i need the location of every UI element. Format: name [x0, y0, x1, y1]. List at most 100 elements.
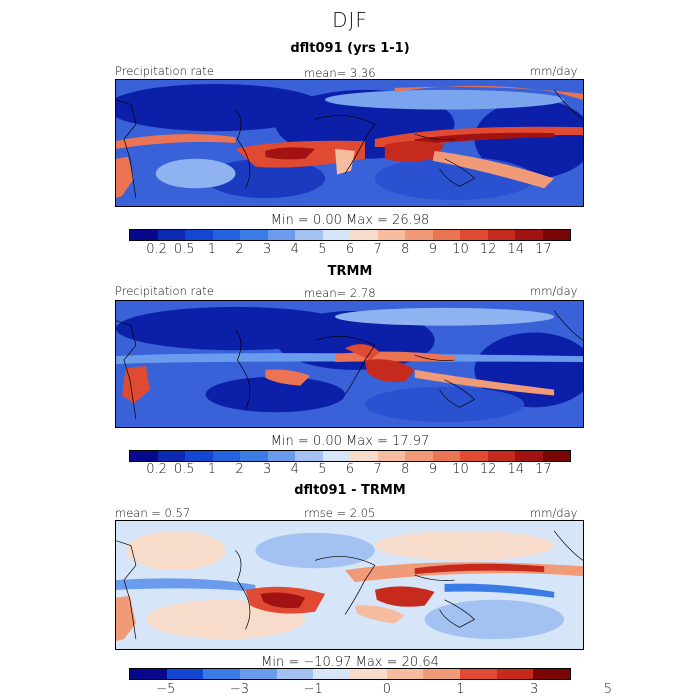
panel-2-colorbar-swatch: [405, 451, 433, 461]
panel-1-title: dflt091 (yrs 1-1): [290, 41, 410, 56]
panel-2-map: [115, 300, 584, 428]
panel-1-colorbar-swatch: [350, 230, 378, 240]
panel-1-colorbar-swatch: [157, 230, 185, 240]
panel-1-colorbar-tick-label: 1: [207, 242, 217, 257]
panel-1-colorbar-tick-label: 10: [452, 242, 469, 257]
panel-1-units-label: mm/day: [530, 64, 578, 78]
panel-2-colorbar-swatch: [295, 451, 323, 461]
panel-1-colorbar-swatch: [295, 230, 323, 240]
panel-3-colorbar-swatch: [276, 669, 314, 679]
panel-2-colorbar-swatch: [185, 451, 213, 461]
panel-2-colorbar-ticks: 0.2 0.5 1 2 3 4 5 6 7 8 9 10 12 14 17: [129, 462, 571, 478]
panel-2-colorbar-swatch: [542, 451, 570, 461]
panel-3-colorbar-tick-label: 1: [456, 682, 465, 697]
panel-2-colorbar-tick-label: 1: [207, 462, 217, 477]
panel-3-colorbar-swatch: [386, 669, 424, 679]
panel-1-colorbar-tick-label: 17: [535, 242, 552, 257]
panel-2-colorbar-swatch: [212, 451, 240, 461]
panel-2-colorbar-swatch: [130, 451, 158, 461]
panel-2-colorbar-swatch: [487, 451, 515, 461]
panel-3-colorbar-tick-label: −1: [303, 682, 323, 697]
panel-2-colorbar-swatch: [460, 451, 488, 461]
panel-3-colorbar-swatch: [533, 669, 571, 679]
panel-3-colorbar-tick-label: 5: [603, 682, 612, 697]
panel-1-colorbar-tick-label: 12: [479, 242, 497, 257]
panel-1-variable-label: Precipitation rate: [115, 64, 214, 78]
panel-3-colorbar-swatch: [203, 669, 241, 679]
panel-3-colorbar-swatch: [496, 669, 534, 679]
panel-1-colorbar-swatch: [515, 230, 543, 240]
panel-2-colorbar-swatch: [350, 451, 378, 461]
panel-3-min-max: Min = −10.97 Max = 20.64: [261, 655, 439, 670]
panel-1-min-max: Min = 0.00 Max = 26.98: [270, 213, 430, 228]
panel-1-mean-label: mean= 3.36: [304, 66, 376, 80]
panel-1-colorbar-tick-label: 8: [401, 242, 410, 257]
panel-2-colorbar-tick-label: 0.2: [146, 462, 167, 477]
panel-1-colorbar-swatch: [212, 230, 240, 240]
panel-2-colorbar-tick-label: 4: [290, 462, 299, 477]
panel-3-colorbar-swatch: [313, 669, 351, 679]
panel-1-colorbar-swatch: [487, 230, 515, 240]
panel-2-colorbar-tick-label: 17: [535, 462, 552, 477]
panel-2-colorbar-tick-label: 9: [428, 462, 438, 477]
panel-1-colorbar-tick-label: 0.2: [146, 242, 167, 257]
panel-2-title: TRMM: [327, 264, 373, 279]
panel-2-colorbar-tick-label: 8: [401, 462, 410, 477]
panel-2-colorbar-tick-label: 2: [235, 462, 244, 477]
panel-3-colorbar-tick-label: −3: [229, 682, 250, 697]
panel-2-colorbar-tick-label: 7: [373, 462, 382, 477]
panel-3-colorbar-swatch: [240, 669, 277, 679]
panel-1-colorbar-swatch: [322, 230, 350, 240]
panel-1-colorbar-swatch: [542, 230, 570, 240]
panel-3-colorbar-ticks: −5 −3 −1 0 1 3 5: [129, 682, 612, 698]
panel-2-colorbar-tick-label: 14: [507, 462, 525, 477]
panel-1-colorbar-tick-label: 4: [290, 242, 299, 257]
panel-2-variable-label: Precipitation rate: [115, 284, 214, 298]
panel-2-mean-label: mean= 2.78: [304, 286, 376, 300]
figure-title: DJF: [332, 8, 368, 32]
panel-2-colorbar-swatch: [157, 451, 185, 461]
panel-2-colorbar-tick-label: 6: [345, 462, 355, 477]
panel-1-map-svg: [116, 80, 583, 206]
panel-3-units-label: mm/day: [530, 506, 578, 520]
panel-2-colorbar: [129, 450, 571, 462]
panel-3-colorbar-swatch: [460, 669, 497, 679]
panel-2-colorbar-tick-label: 3: [262, 462, 272, 477]
panel-1-colorbar-swatch: [185, 230, 213, 240]
panel-1-colorbar: [129, 229, 571, 241]
panel-1-colorbar-ticks: 0.2 0.5 1 2 3 4 5 6 7 8 9 10 12 14 17: [129, 242, 571, 258]
panel-3-colorbar-swatch: [166, 669, 204, 679]
panel-1-colorbar-tick-label: 14: [507, 242, 525, 257]
panel-2-colorbar-swatch: [432, 451, 460, 461]
panel-2-colorbar-swatch: [377, 451, 405, 461]
panel-1-colorbar-tick-label: 7: [373, 242, 382, 257]
panel-1-colorbar-tick-label: 9: [428, 242, 438, 257]
panel-3-colorbar-tick-label: −5: [156, 682, 176, 697]
panel-1-colorbar-swatch: [240, 230, 268, 240]
panel-2-min-max: Min = 0.00 Max = 17.97: [270, 434, 430, 449]
panel-1-colorbar-tick-label: 6: [345, 242, 355, 257]
panel-2-colorbar-swatch: [267, 451, 295, 461]
panel-3-map-svg: [116, 521, 583, 649]
panel-3-colorbar-swatch: [423, 669, 461, 679]
panel-3-map: [115, 520, 584, 650]
panel-1-colorbar-swatch: [432, 230, 460, 240]
panel-1-colorbar-swatch: [267, 230, 295, 240]
panel-2-colorbar-swatch: [322, 451, 350, 461]
panel-3-colorbar-tick-label: 3: [530, 682, 539, 697]
panel-3-title: dflt091 - TRMM: [294, 483, 406, 498]
panel-2-colorbar-tick-label: 10: [452, 462, 469, 477]
panel-3-colorbar-tick-label: 0: [382, 682, 391, 697]
panel-2-map-svg: [116, 301, 583, 427]
panel-1-colorbar-tick-label: 0.5: [173, 242, 195, 257]
panel-2-colorbar-tick-label: 12: [479, 462, 497, 477]
panel-3-mean-label: mean = 0.57: [115, 506, 191, 520]
panel-1-colorbar-swatch: [405, 230, 433, 240]
panel-1-colorbar-swatch: [130, 230, 158, 240]
panel-2-colorbar-tick-label: 5: [318, 462, 327, 477]
panel-2-colorbar-swatch: [240, 451, 268, 461]
panel-3-rmse-label: rmse = 2.05: [304, 506, 376, 520]
panel-2-units-label: mm/day: [530, 284, 578, 298]
panel-2-colorbar-tick-label: 0.5: [173, 462, 195, 477]
panel-3-colorbar: [129, 668, 571, 680]
